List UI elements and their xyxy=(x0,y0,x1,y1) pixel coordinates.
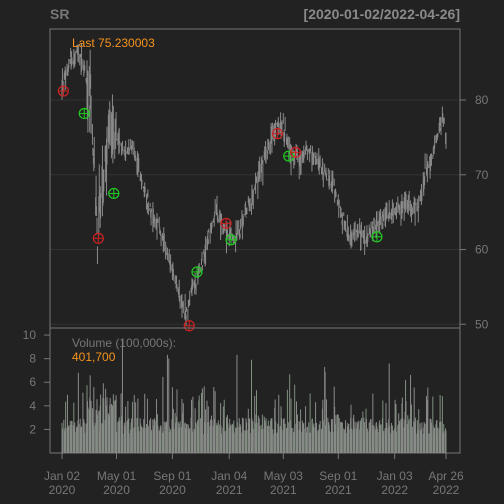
x-tick-label: Jan 02 xyxy=(44,469,80,483)
x-tick-label: Apr 26 xyxy=(428,469,464,483)
x-tick-label: Sep 01 xyxy=(153,469,191,483)
x-tick-label: May 01 xyxy=(97,469,137,483)
last-price-label: Last 75.230003 xyxy=(72,36,155,50)
x-tick-year: 2020 xyxy=(49,483,76,497)
price-gridlines xyxy=(50,99,460,325)
x-tick-year: 2021 xyxy=(270,483,297,497)
x-tick-label: Jan 04 xyxy=(211,469,247,483)
x-tick-year: 2022 xyxy=(381,483,408,497)
price-candles xyxy=(61,43,447,327)
x-tick-year: 2021 xyxy=(325,483,352,497)
symbol-title: SR xyxy=(50,6,69,22)
volume-tick-label: 2 xyxy=(29,422,36,436)
x-tick-year: 2022 xyxy=(433,483,460,497)
price-tick-label: 60 xyxy=(475,243,489,257)
price-tick-label: 70 xyxy=(475,168,489,182)
volume-bars xyxy=(61,339,447,453)
x-tick-label: Sep 01 xyxy=(319,469,357,483)
volume-tick-label: 6 xyxy=(29,375,36,389)
x-tick-year: 2020 xyxy=(159,483,186,497)
x-tick-year: 2021 xyxy=(216,483,243,497)
price-y-ticks: 50 60 70 80 xyxy=(460,93,489,331)
x-tick-label: May 03 xyxy=(264,469,304,483)
x-tick-year: 2020 xyxy=(103,483,130,497)
price-tick-label: 50 xyxy=(475,317,489,331)
volume-tick-label: 10 xyxy=(23,328,37,342)
price-panel-frame xyxy=(49,28,461,329)
date-range-title: [2020-01-02/2022-04-26] xyxy=(304,6,460,22)
volume-tick-label: 4 xyxy=(29,399,36,413)
x-tick-label: Jan 03 xyxy=(377,469,413,483)
signal-markers xyxy=(57,85,383,332)
volume-tick-label: 8 xyxy=(29,352,36,366)
price-tick-label: 80 xyxy=(475,93,489,107)
volume-y-ticks: 2 4 6 8 10 xyxy=(23,328,50,436)
volume-last-value: 401,700 xyxy=(72,350,116,364)
volume-label: Volume (100,000s): xyxy=(72,336,176,350)
